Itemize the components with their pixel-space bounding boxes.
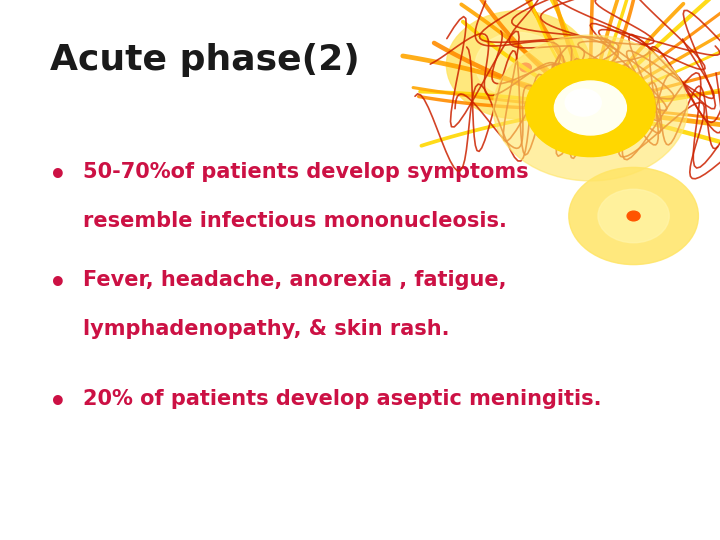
Text: •: • [49, 270, 66, 298]
Circle shape [565, 89, 601, 116]
Text: Acute phase(2): Acute phase(2) [50, 43, 360, 77]
Text: •: • [49, 162, 66, 190]
Text: resemble infectious mononucleosis.: resemble infectious mononucleosis. [83, 211, 507, 231]
Circle shape [627, 211, 640, 221]
Text: lymphadenopathy, & skin rash.: lymphadenopathy, & skin rash. [83, 319, 449, 339]
Text: 20% of patients develop aseptic meningitis.: 20% of patients develop aseptic meningit… [83, 389, 601, 409]
Circle shape [520, 63, 531, 72]
Text: Fever, headache, anorexia , fatigue,: Fever, headache, anorexia , fatigue, [83, 270, 506, 290]
Circle shape [598, 189, 670, 243]
Circle shape [493, 35, 688, 181]
Circle shape [446, 11, 590, 119]
Circle shape [475, 32, 562, 97]
Circle shape [554, 81, 626, 135]
Circle shape [569, 167, 698, 265]
Text: 50-70%of patients develop symptoms: 50-70%of patients develop symptoms [83, 162, 528, 182]
Text: •: • [49, 389, 66, 417]
Circle shape [526, 59, 655, 157]
